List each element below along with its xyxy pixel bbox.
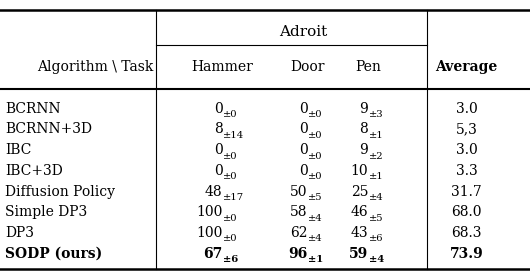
- Text: 0: 0: [298, 164, 307, 178]
- Text: 48: 48: [205, 184, 223, 199]
- Text: ±0: ±0: [308, 152, 323, 161]
- Text: Average: Average: [435, 60, 498, 74]
- Text: 67: 67: [204, 247, 223, 261]
- Text: 46: 46: [351, 205, 368, 219]
- Text: Diffusion Policy: Diffusion Policy: [5, 184, 116, 199]
- Text: ±0: ±0: [223, 235, 238, 244]
- Text: 0: 0: [214, 143, 223, 157]
- Text: 8: 8: [359, 122, 368, 136]
- Text: Simple DP3: Simple DP3: [5, 205, 87, 219]
- Text: 5,3: 5,3: [455, 122, 478, 136]
- Text: 100: 100: [196, 205, 223, 219]
- Text: ±0: ±0: [223, 214, 238, 223]
- Text: ±3: ±3: [369, 110, 384, 119]
- Text: ±6: ±6: [223, 255, 238, 264]
- Text: 73.9: 73.9: [449, 247, 483, 261]
- Text: BCRNN+3D: BCRNN+3D: [5, 122, 92, 136]
- Text: 3.3: 3.3: [455, 164, 478, 178]
- Text: ±2: ±2: [369, 152, 384, 161]
- Text: ±0: ±0: [308, 131, 323, 140]
- Text: ±17: ±17: [223, 193, 244, 202]
- Text: 62: 62: [290, 226, 307, 240]
- Text: DP3: DP3: [5, 226, 34, 240]
- Text: 8: 8: [214, 122, 223, 136]
- Text: Algorithm \ Task: Algorithm \ Task: [37, 60, 154, 74]
- Text: ±4: ±4: [369, 193, 384, 202]
- Text: Pen: Pen: [356, 60, 381, 74]
- Text: ±0: ±0: [308, 110, 323, 119]
- Text: 10: 10: [351, 164, 368, 178]
- Text: 0: 0: [298, 102, 307, 116]
- Text: ±5: ±5: [308, 193, 323, 202]
- Text: ±4: ±4: [369, 255, 384, 264]
- Text: 43: 43: [351, 226, 368, 240]
- Text: 96: 96: [288, 247, 307, 261]
- Text: ±4: ±4: [308, 214, 323, 223]
- Text: ±6: ±6: [369, 235, 383, 244]
- Text: 0: 0: [298, 122, 307, 136]
- Text: IBC: IBC: [5, 143, 32, 157]
- Text: ±0: ±0: [223, 110, 238, 119]
- Text: Door: Door: [290, 60, 325, 74]
- Text: ±1: ±1: [369, 172, 384, 181]
- Text: 0: 0: [298, 143, 307, 157]
- Text: Adroit: Adroit: [279, 24, 328, 39]
- Text: 68.0: 68.0: [451, 205, 482, 219]
- Text: 9: 9: [359, 102, 368, 116]
- Text: 50: 50: [290, 184, 307, 199]
- Text: ±4: ±4: [308, 235, 323, 244]
- Text: 58: 58: [290, 205, 307, 219]
- Text: 59: 59: [349, 247, 368, 261]
- Text: 68.3: 68.3: [451, 226, 482, 240]
- Text: 9: 9: [359, 143, 368, 157]
- Text: ±1: ±1: [369, 131, 384, 140]
- Text: SODP (ours): SODP (ours): [5, 247, 102, 261]
- Text: ±0: ±0: [223, 152, 238, 161]
- Text: 31.7: 31.7: [451, 184, 482, 199]
- Text: 3.0: 3.0: [455, 143, 478, 157]
- Text: 3.0: 3.0: [455, 102, 478, 116]
- Text: ±14: ±14: [223, 131, 244, 140]
- Text: Hammer: Hammer: [192, 60, 253, 74]
- Text: 100: 100: [196, 226, 223, 240]
- Text: ±5: ±5: [369, 214, 384, 223]
- Text: ±0: ±0: [223, 172, 238, 181]
- Text: 0: 0: [214, 102, 223, 116]
- Text: ±1: ±1: [308, 255, 323, 264]
- Text: BCRNN: BCRNN: [5, 102, 61, 116]
- Text: 0: 0: [214, 164, 223, 178]
- Text: ±0: ±0: [308, 172, 323, 181]
- Text: IBC+3D: IBC+3D: [5, 164, 63, 178]
- Text: 25: 25: [351, 184, 368, 199]
